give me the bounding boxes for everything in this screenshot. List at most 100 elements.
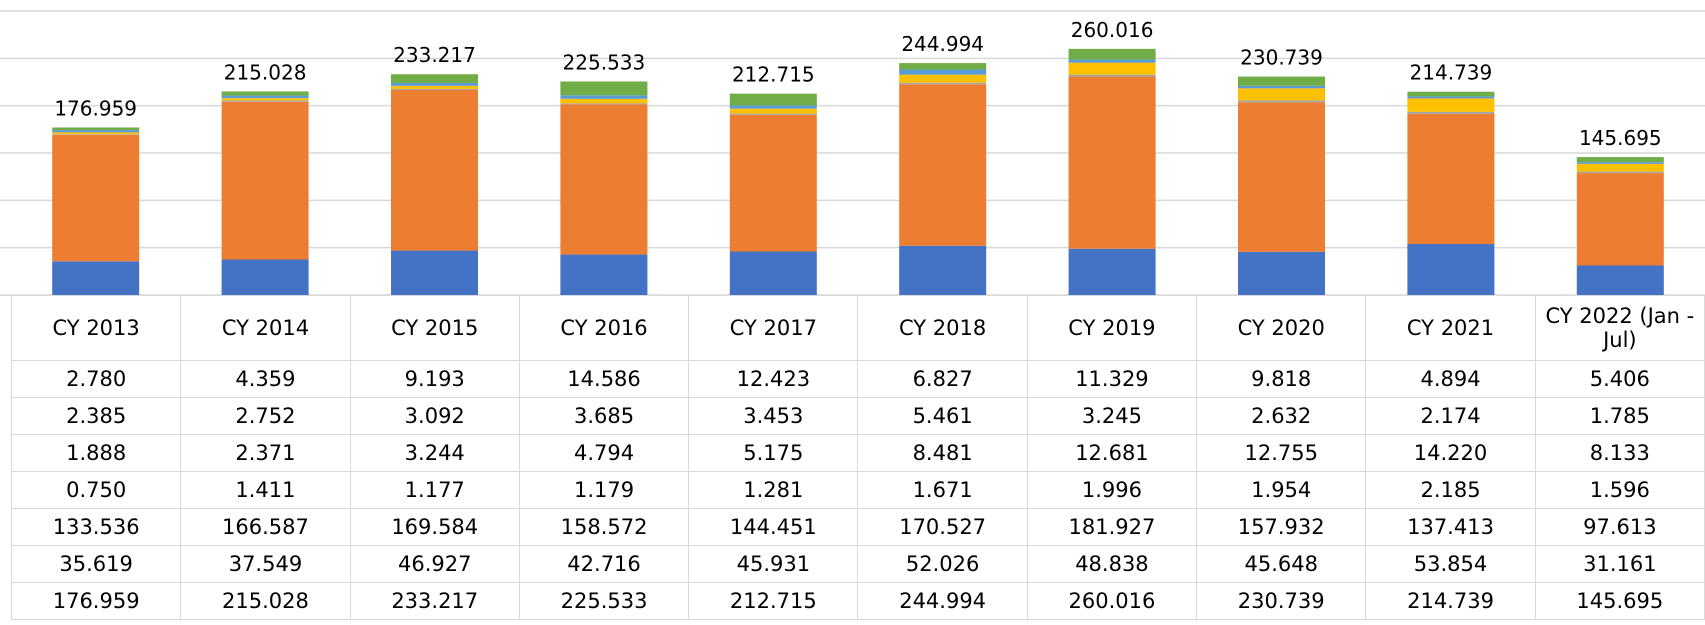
value-cell: 9.818	[1196, 360, 1367, 398]
bar-segment	[1238, 251, 1325, 295]
total-cell: 260.016	[1026, 582, 1198, 620]
total-cell: 145.695	[1534, 582, 1705, 620]
value-cell: 45.931	[688, 545, 859, 583]
bar-segment	[1238, 102, 1325, 252]
value-cell: 2.385	[10, 397, 182, 435]
value-cell: 144.451	[688, 508, 859, 546]
value-cell: 1.996	[1026, 471, 1198, 509]
bar-segment	[560, 254, 648, 295]
value-cell: 12.681	[1026, 434, 1198, 472]
value-cell: 5.175	[688, 434, 859, 472]
bar-segment	[560, 81, 648, 96]
bar-segment	[221, 95, 309, 99]
value-cell: 3.453	[688, 397, 859, 435]
data-table: CY 2013 CY 2014 CY 2015 CY 2016 CY 2017 CY 20…	[10, 295, 1705, 620]
value-cell: 2.371	[180, 434, 351, 472]
bar-segment	[1576, 163, 1664, 172]
data-row: 2.780 4.359 9.193 14.586 12.423 6.827 11.329 9.…	[10, 360, 1705, 398]
value-cell: 52.026	[857, 545, 1028, 583]
value-cell: 14.586	[518, 360, 690, 398]
bar-segment	[1576, 265, 1664, 295]
bar-segment	[729, 114, 817, 252]
category-label: CY 2015	[349, 295, 520, 361]
bar-segment	[1068, 48, 1156, 60]
category-label: CY 2014	[180, 295, 351, 361]
value-cell: 158.572	[518, 508, 690, 546]
bar-segment	[391, 90, 478, 251]
total-label: 214.739	[1410, 61, 1493, 85]
table-stub	[0, 295, 11, 625]
value-cell: 3.244	[349, 434, 520, 472]
bar-segment	[52, 261, 140, 295]
category-label: CY 2020	[1196, 295, 1367, 361]
total-label: 215.028	[224, 60, 307, 84]
value-cell: 181.927	[1026, 508, 1198, 546]
value-cell: 4.794	[518, 434, 690, 472]
bar-segment	[52, 134, 140, 135]
bar-segment	[1068, 76, 1156, 249]
total-label: 212.715	[732, 63, 815, 87]
bar-segment	[899, 84, 987, 246]
bar-segment	[899, 69, 987, 75]
bar-segment	[391, 250, 478, 295]
value-cell: 11.329	[1026, 360, 1198, 398]
value-cell: 42.716	[518, 545, 690, 583]
total-cell: 230.739	[1196, 582, 1367, 620]
bar-segment	[221, 101, 309, 260]
header-row: CY 2013 CY 2014 CY 2015 CY 2016 CY 2017 CY 20…	[10, 295, 1705, 361]
total-cell: 244.994	[857, 582, 1028, 620]
bar-segment	[729, 108, 817, 114]
bar-segment	[1576, 171, 1664, 174]
value-cell: 14.220	[1365, 434, 1536, 472]
total-label: 176.959	[54, 96, 137, 120]
value-cell: 3.245	[1026, 397, 1198, 435]
value-cell: 48.838	[1026, 545, 1198, 583]
bar-segment	[729, 251, 817, 295]
value-cell: 12.423	[688, 360, 859, 398]
value-cell: 1.785	[1534, 397, 1705, 435]
value-cell: 31.161	[1534, 545, 1705, 583]
bar-segment	[1068, 248, 1156, 295]
value-cell: 4.894	[1365, 360, 1536, 398]
bar-segment	[1068, 62, 1156, 75]
value-cell: 1.596	[1534, 471, 1705, 509]
bar-segment	[221, 91, 309, 96]
total-label: 233.217	[393, 43, 476, 67]
value-cell: 1.671	[857, 471, 1028, 509]
bar-segment	[52, 134, 140, 262]
value-cell: 37.549	[180, 545, 351, 583]
value-cell: 1.411	[180, 471, 351, 509]
data-row: 35.619 37.549 46.927 42.716 45.931 52.026 48.8…	[10, 545, 1705, 583]
value-cell: 4.359	[180, 360, 351, 398]
total-label: 260.016	[1071, 18, 1154, 42]
bar-segment	[52, 132, 140, 135]
total-label: 230.739	[1240, 46, 1323, 70]
bar-segment	[1238, 100, 1325, 103]
value-cell: 2.174	[1365, 397, 1536, 435]
bar-segment	[1068, 59, 1156, 63]
bar-segment	[52, 130, 140, 133]
bar-segment	[221, 100, 309, 102]
bar-segment	[1407, 98, 1495, 112]
bar-segment	[1068, 74, 1156, 77]
bar-segment	[560, 95, 648, 99]
category-label: CY 2017	[688, 295, 859, 361]
bar-segment	[1238, 76, 1325, 86]
bar-segment	[391, 74, 478, 83]
value-cell: 12.755	[1196, 434, 1367, 472]
value-cell: 1.281	[688, 471, 859, 509]
bar-segment	[221, 98, 309, 101]
bar-segment	[52, 127, 140, 131]
bar-segment	[899, 63, 987, 70]
bar-segment	[391, 82, 478, 86]
bar-segment	[560, 103, 648, 105]
value-cell: 2.780	[10, 360, 182, 398]
data-row: 2.385 2.752 3.092 3.685 3.453 5.461 3.245 2.632…	[10, 397, 1705, 435]
value-cell: 1.888	[10, 434, 182, 472]
bar-segment	[729, 105, 817, 109]
bar-segment	[1407, 96, 1495, 99]
value-cell: 35.619	[10, 545, 182, 583]
value-cell: 5.461	[857, 397, 1028, 435]
bar-segment	[729, 93, 817, 106]
total-cell: 233.217	[349, 582, 520, 620]
